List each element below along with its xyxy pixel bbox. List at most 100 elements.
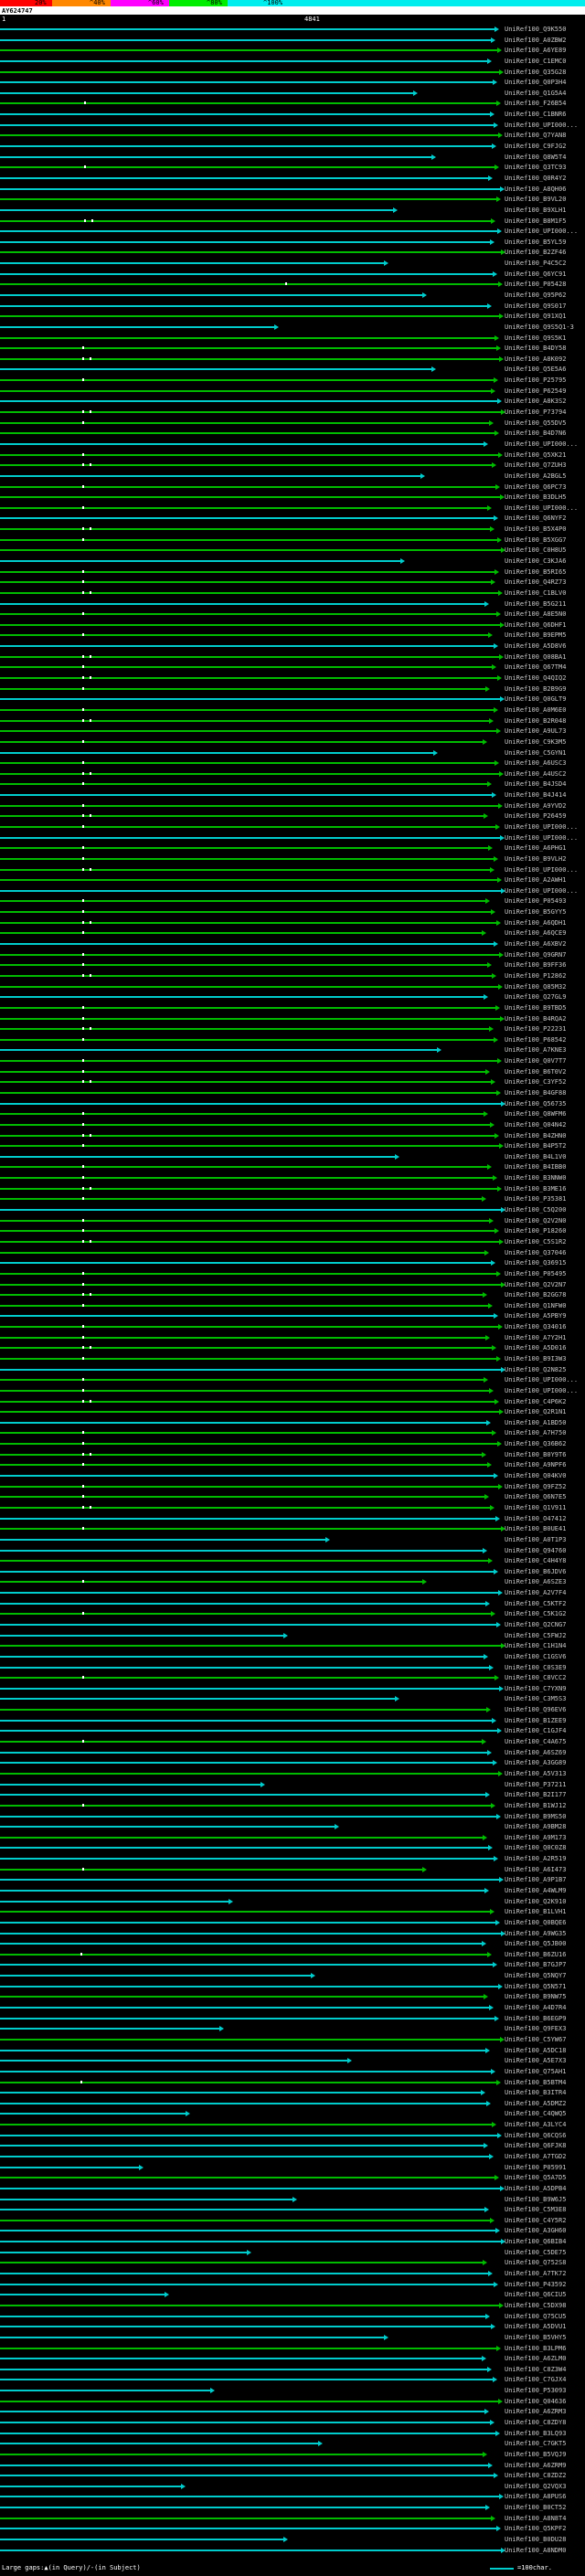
- hit-label[interactable]: UniRef100_B5YL59: [505, 238, 567, 246]
- hit-line[interactable]: [0, 389, 491, 392]
- hit-label[interactable]: UniRef100_Q34016: [505, 1323, 567, 1331]
- hit-line[interactable]: [0, 1389, 489, 1392]
- hit-line[interactable]: [0, 2230, 495, 2232]
- hit-line[interactable]: [0, 464, 492, 467]
- hit-line[interactable]: [0, 549, 501, 552]
- hit-line[interactable]: [0, 2475, 494, 2477]
- hit-label[interactable]: UniRef100_A6YE89: [505, 47, 567, 55]
- hit-line[interactable]: [0, 347, 496, 350]
- hit-label[interactable]: UniRef100_A8NDM0: [505, 2546, 567, 2554]
- hit-line[interactable]: [0, 517, 494, 520]
- hit-label[interactable]: UniRef100_P05495: [505, 1269, 567, 1277]
- hit-label[interactable]: UniRef100_P05991: [505, 2163, 567, 2171]
- hit-line[interactable]: [0, 506, 487, 509]
- hit-label[interactable]: UniRef100_B0UE41: [505, 1525, 567, 1533]
- hit-line[interactable]: [0, 2411, 484, 2413]
- hit-label[interactable]: UniRef100_A5PBY9: [505, 1312, 567, 1320]
- hit-line[interactable]: [0, 49, 497, 52]
- hit-line[interactable]: [0, 134, 498, 137]
- hit-label[interactable]: UniRef100_C5S1R2: [505, 1237, 567, 1246]
- hit-label[interactable]: UniRef100_UPI000...: [505, 833, 579, 842]
- hit-line[interactable]: [0, 2209, 484, 2211]
- hit-line[interactable]: [0, 943, 494, 946]
- hit-line[interactable]: [0, 1932, 501, 1935]
- hit-label[interactable]: UniRef100_UPI000...: [505, 823, 579, 831]
- hit-label[interactable]: UniRef100_A5DMZ2: [505, 2099, 567, 2107]
- hit-label[interactable]: UniRef100_UPI000...: [505, 504, 579, 512]
- hit-line[interactable]: [0, 1230, 495, 1233]
- hit-line[interactable]: [0, 1198, 482, 1201]
- hit-label[interactable]: UniRef100_Q752S8: [505, 2259, 567, 2267]
- hit-label[interactable]: UniRef100_Q67TM4: [505, 663, 567, 672]
- hit-line[interactable]: [0, 1283, 501, 1286]
- hit-label[interactable]: UniRef100_P73794: [505, 408, 567, 417]
- hit-line[interactable]: [0, 1538, 325, 1541]
- hit-line[interactable]: [0, 496, 500, 499]
- hit-line[interactable]: [0, 2507, 485, 2509]
- hit-label[interactable]: UniRef100_A5E7X3: [505, 2057, 567, 2065]
- hit-line[interactable]: [0, 432, 495, 435]
- hit-label[interactable]: UniRef100_Q0C0Z8: [505, 1844, 567, 1852]
- hit-label[interactable]: UniRef100_B5VHY5: [505, 2333, 567, 2341]
- hit-line[interactable]: [0, 2102, 486, 2104]
- hit-line[interactable]: [0, 1400, 495, 1403]
- hit-label[interactable]: UniRef100_A6ZLM0: [505, 2355, 567, 2363]
- hit-line[interactable]: [0, 1432, 492, 1435]
- hit-line[interactable]: [0, 2017, 495, 2019]
- hit-label[interactable]: UniRef100_C9K3M5: [505, 737, 567, 746]
- hit-label[interactable]: UniRef100_F26B54: [505, 100, 567, 108]
- hit-line[interactable]: [0, 889, 501, 892]
- hit-label[interactable]: UniRef100_C5YW67: [505, 2035, 567, 2043]
- hit-label[interactable]: UniRef100_A3GG89: [505, 1759, 567, 1767]
- hit-line[interactable]: [0, 123, 494, 126]
- hit-line[interactable]: [0, 804, 498, 807]
- hit-line[interactable]: [0, 1240, 499, 1243]
- hit-line[interactable]: [0, 762, 495, 765]
- hit-label[interactable]: UniRef100_A9YVD2: [505, 801, 567, 810]
- hit-label[interactable]: UniRef100_Q9S5K1: [505, 334, 567, 342]
- hit-label[interactable]: UniRef100_Q2V2N0: [505, 1216, 567, 1224]
- hit-line[interactable]: [0, 1092, 496, 1094]
- hit-line[interactable]: [0, 2007, 489, 2009]
- hit-line[interactable]: [0, 1847, 488, 1850]
- hit-line[interactable]: [0, 2038, 500, 2041]
- hit-line[interactable]: [0, 1921, 495, 1924]
- hit-label[interactable]: UniRef100_P4C5C2: [505, 260, 567, 268]
- hit-line[interactable]: [0, 932, 482, 935]
- hit-label[interactable]: UniRef100_Q56735: [505, 1099, 567, 1108]
- hit-line[interactable]: [0, 1698, 395, 1701]
- hit-line[interactable]: [0, 1006, 495, 1009]
- hit-label[interactable]: UniRef100_Q0R4Y2: [505, 174, 567, 182]
- hit-line[interactable]: [0, 1166, 487, 1169]
- hit-line[interactable]: [0, 560, 400, 562]
- hit-label[interactable]: UniRef100_C7GJX4: [505, 2376, 567, 2384]
- hit-label[interactable]: UniRef100_UPI000...: [505, 1386, 579, 1394]
- hit-line[interactable]: [0, 1187, 497, 1190]
- hit-line[interactable]: [0, 1655, 484, 1658]
- hit-line[interactable]: [0, 655, 499, 658]
- hit-line[interactable]: [0, 1113, 484, 1116]
- hit-label[interactable]: UniRef100_P25795: [505, 376, 567, 385]
- hit-label[interactable]: UniRef100_B4L1V0: [505, 1152, 567, 1161]
- hit-label[interactable]: UniRef100_A8K092: [505, 355, 567, 363]
- hit-label[interactable]: UniRef100_A3LYC4: [505, 2121, 567, 2129]
- hit-label[interactable]: UniRef100_B4JSD4: [505, 780, 567, 789]
- hit-label[interactable]: UniRef100_P18260: [505, 1227, 567, 1235]
- hit-line[interactable]: [0, 581, 491, 584]
- hit-line[interactable]: [0, 1687, 499, 1690]
- hit-label[interactable]: UniRef100_Q6FJK8: [505, 2142, 567, 2150]
- hit-line[interactable]: [0, 953, 499, 956]
- hit-label[interactable]: UniRef100_B6T0V2: [505, 1067, 567, 1076]
- hit-line[interactable]: [0, 1155, 395, 1158]
- hit-line[interactable]: [0, 591, 498, 594]
- hit-line[interactable]: [0, 2283, 494, 2285]
- hit-label[interactable]: UniRef100_Q6NYF2: [505, 514, 567, 523]
- hit-line[interactable]: [0, 2336, 384, 2338]
- hit-label[interactable]: UniRef100_P22231: [505, 1025, 567, 1034]
- hit-label[interactable]: UniRef100_Q2K910: [505, 1897, 567, 1905]
- hit-label[interactable]: UniRef100_A2AWH1: [505, 876, 567, 885]
- hit-line[interactable]: [0, 2262, 483, 2264]
- hit-label[interactable]: UniRef100_Q2N825: [505, 1365, 567, 1373]
- hit-line[interactable]: [0, 687, 485, 690]
- hit-label[interactable]: UniRef100_B8M1F5: [505, 217, 567, 225]
